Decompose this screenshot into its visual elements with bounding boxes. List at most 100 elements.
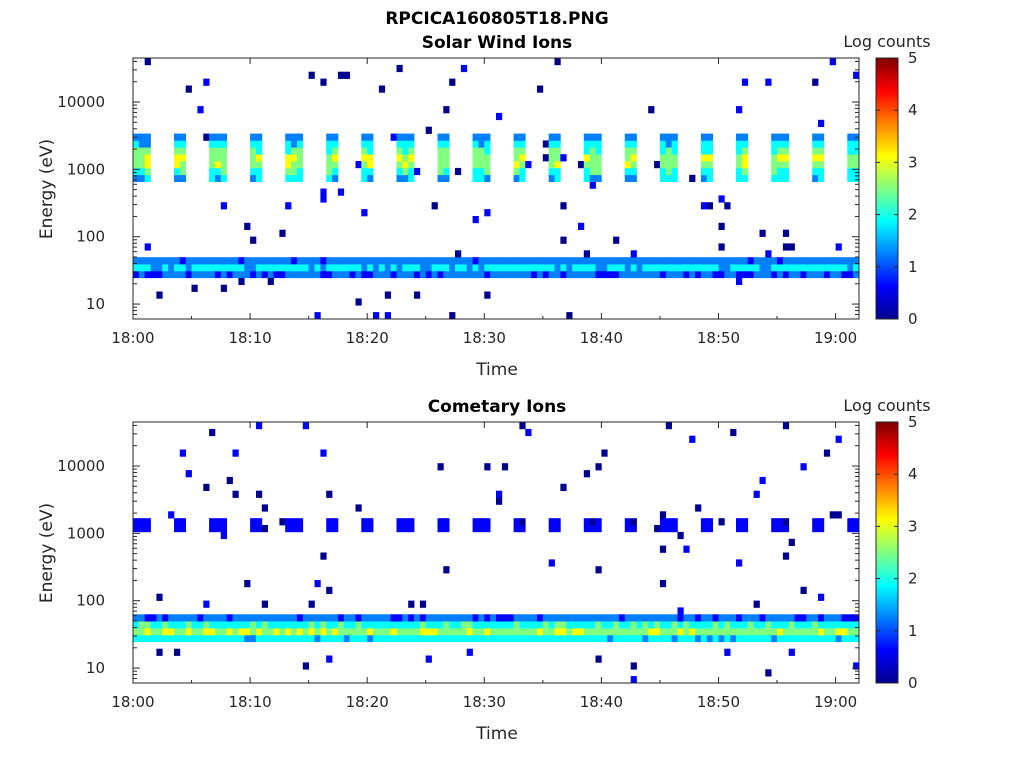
heatmap-cell	[455, 167, 462, 176]
heatmap-cell	[507, 257, 514, 265]
heatmap-cell	[847, 525, 854, 533]
heatmap-cell	[378, 85, 386, 93]
y-tick-label: 10000	[57, 457, 105, 475]
heatmap-cell	[455, 270, 462, 279]
heatmap-cell	[695, 264, 702, 272]
heatmap-cell	[133, 161, 140, 169]
heatmap-cell	[378, 628, 386, 636]
heatmap-cell	[560, 257, 567, 265]
heatmap-cell	[437, 628, 444, 636]
heatmap-cell	[484, 291, 491, 299]
heatmap-cell	[777, 140, 784, 148]
heatmap-cell	[466, 621, 473, 629]
heatmap-cell	[320, 614, 327, 622]
heatmap-cell	[665, 264, 672, 272]
heatmap-cell	[472, 216, 479, 224]
heatmap-cell	[595, 463, 602, 471]
heatmap-cell	[554, 58, 561, 66]
heatmap-cell	[706, 518, 713, 526]
heatmap-cell	[659, 264, 667, 272]
heatmap-cell	[490, 621, 497, 629]
heatmap-cell	[197, 270, 204, 279]
heatmap-cell	[788, 270, 795, 279]
heatmap-cell	[812, 628, 819, 636]
heatmap-cell	[683, 634, 690, 643]
heatmap-cell	[595, 264, 602, 272]
heatmap-cell	[759, 270, 766, 279]
heatmap-cell	[378, 614, 386, 622]
heatmap-cell	[554, 257, 561, 265]
heatmap-cell	[542, 270, 549, 279]
heatmap-cell	[355, 621, 362, 629]
heatmap-cell	[777, 174, 784, 182]
heatmap-cell	[215, 614, 222, 622]
heatmap-cell	[542, 628, 549, 636]
heatmap-cell	[291, 518, 298, 526]
heatmap-cell	[513, 167, 520, 176]
heatmap-cell	[613, 628, 620, 636]
heatmap-cell	[782, 552, 790, 560]
heatmap-cell	[501, 463, 509, 471]
heatmap-cell	[203, 78, 210, 86]
heatmap-cell	[525, 257, 532, 265]
heatmap-cell	[671, 257, 678, 265]
heatmap-cell	[378, 264, 386, 272]
heatmap-cell	[261, 628, 268, 636]
heatmap-cell	[472, 167, 479, 176]
heatmap-cell	[402, 257, 409, 265]
heatmap-cell	[519, 270, 526, 279]
heatmap-cell	[595, 634, 602, 643]
heatmap-cell	[361, 154, 368, 162]
heatmap-cell	[753, 270, 760, 279]
heatmap-cell	[250, 236, 257, 244]
heatmap-cell	[513, 147, 520, 155]
heatmap-cell	[220, 140, 227, 148]
heatmap-cell	[548, 133, 555, 141]
heatmap-cell	[583, 525, 590, 533]
heatmap-cell	[349, 628, 356, 636]
heatmap-cell	[361, 140, 368, 148]
heatmap-cell	[525, 628, 532, 636]
heatmap-cell	[531, 257, 538, 265]
heatmap-cell	[443, 154, 450, 162]
heatmap-cell	[279, 257, 286, 265]
heatmap-cell	[296, 147, 304, 155]
heatmap-cell	[812, 621, 819, 629]
heatmap-cell	[291, 174, 298, 182]
heatmap-cell	[250, 628, 257, 636]
heatmap-cell	[847, 167, 854, 176]
heatmap-cell	[150, 257, 157, 265]
heatmap-cell	[583, 167, 590, 176]
heatmap-cell	[226, 621, 233, 629]
heatmap-cell	[496, 621, 503, 629]
heatmap-cell	[232, 614, 239, 622]
heatmap-cell	[291, 133, 298, 141]
heatmap-cell	[765, 257, 772, 265]
heatmap-cell	[513, 264, 520, 272]
heatmap-cell	[285, 621, 292, 629]
heatmap-cell	[501, 614, 509, 622]
heatmap-cell	[823, 270, 831, 279]
heatmap-cell	[220, 270, 227, 279]
heatmap-cell	[174, 264, 181, 272]
heatmap-cell	[179, 621, 186, 629]
heatmap-cell	[179, 264, 186, 272]
heatmap-cell	[156, 291, 163, 299]
heatmap-cell	[443, 621, 450, 629]
heatmap-cell	[472, 614, 479, 622]
x-axis-label: Time	[475, 724, 518, 744]
heatmap-cell	[519, 614, 526, 622]
heatmap-cell	[519, 525, 526, 533]
heatmap-cell	[513, 614, 520, 622]
heatmap-cell	[619, 270, 626, 279]
heatmap-cell	[302, 422, 309, 430]
heatmap-cell	[209, 621, 216, 629]
heatmap-cell	[782, 167, 790, 176]
heatmap-cell	[572, 257, 579, 265]
heatmap-cell	[613, 614, 620, 622]
heatmap-cell	[659, 147, 667, 155]
heatmap-cell	[220, 531, 227, 540]
heatmap-cell	[648, 628, 655, 636]
heatmap-cell	[677, 621, 684, 629]
